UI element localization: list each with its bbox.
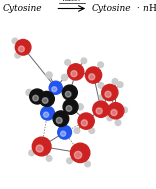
Ellipse shape [67, 158, 72, 164]
Text: Cytosine: Cytosine [3, 4, 43, 13]
Ellipse shape [111, 109, 117, 116]
Ellipse shape [66, 106, 72, 111]
Ellipse shape [61, 131, 66, 136]
Ellipse shape [53, 111, 69, 126]
Ellipse shape [102, 84, 118, 101]
Ellipse shape [56, 118, 62, 123]
Text: Cytosine: Cytosine [91, 4, 131, 13]
Ellipse shape [41, 106, 54, 120]
Text: n: n [143, 4, 149, 13]
Ellipse shape [93, 101, 109, 117]
Ellipse shape [65, 91, 71, 97]
Ellipse shape [46, 72, 52, 78]
Ellipse shape [112, 79, 118, 84]
Ellipse shape [46, 156, 52, 161]
Ellipse shape [96, 108, 102, 114]
Ellipse shape [89, 128, 95, 133]
Ellipse shape [115, 120, 121, 125]
Ellipse shape [39, 91, 54, 106]
Ellipse shape [15, 40, 31, 55]
Ellipse shape [42, 98, 48, 103]
Ellipse shape [68, 64, 84, 80]
Text: 2: 2 [155, 9, 156, 14]
Ellipse shape [105, 91, 111, 97]
Ellipse shape [78, 113, 94, 129]
Ellipse shape [85, 67, 102, 83]
Ellipse shape [32, 137, 51, 156]
Text: ·: · [134, 4, 143, 13]
Ellipse shape [74, 128, 80, 133]
Ellipse shape [18, 46, 24, 52]
Ellipse shape [71, 71, 77, 77]
Ellipse shape [29, 150, 34, 156]
Ellipse shape [44, 112, 49, 117]
Ellipse shape [71, 143, 90, 163]
Ellipse shape [62, 85, 77, 100]
Ellipse shape [74, 151, 82, 159]
Ellipse shape [61, 74, 68, 81]
Ellipse shape [122, 107, 127, 113]
Ellipse shape [52, 87, 57, 92]
Ellipse shape [108, 103, 124, 119]
Ellipse shape [65, 60, 70, 65]
Ellipse shape [63, 99, 78, 114]
Ellipse shape [58, 125, 71, 139]
Ellipse shape [89, 74, 95, 80]
Ellipse shape [30, 89, 45, 104]
Ellipse shape [117, 82, 123, 87]
Ellipse shape [77, 104, 83, 110]
Text: H: H [148, 4, 156, 13]
Ellipse shape [98, 83, 104, 88]
Ellipse shape [85, 161, 90, 167]
Ellipse shape [33, 95, 38, 101]
Ellipse shape [49, 81, 62, 94]
Ellipse shape [99, 94, 105, 100]
Ellipse shape [98, 62, 103, 67]
Text: water: water [61, 0, 82, 3]
Ellipse shape [26, 89, 32, 96]
Ellipse shape [107, 115, 113, 121]
Ellipse shape [15, 52, 20, 58]
Ellipse shape [81, 120, 87, 126]
Ellipse shape [81, 58, 87, 64]
Ellipse shape [36, 145, 43, 152]
Ellipse shape [12, 38, 18, 44]
